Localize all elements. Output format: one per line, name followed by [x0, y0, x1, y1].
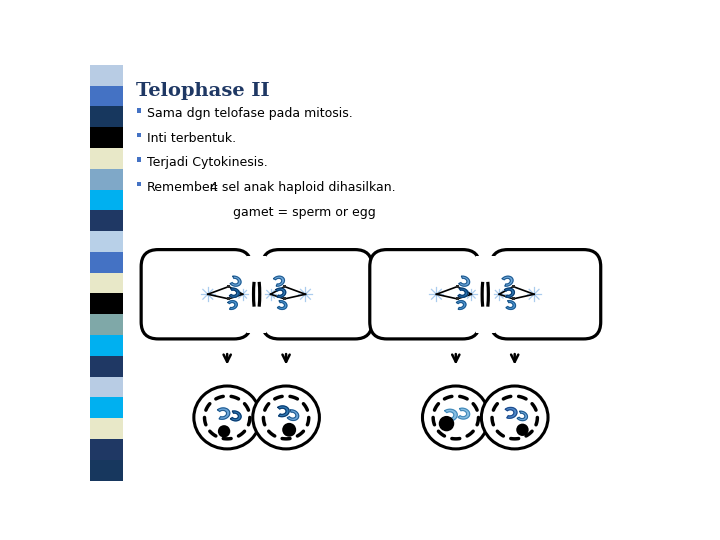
Polygon shape — [456, 301, 466, 309]
Polygon shape — [230, 411, 241, 421]
Bar — [90, 397, 122, 418]
Polygon shape — [445, 409, 457, 421]
Bar — [90, 85, 122, 106]
Text: Inti terbentuk.: Inti terbentuk. — [147, 132, 235, 145]
Bar — [90, 127, 122, 148]
Bar — [137, 132, 141, 137]
Bar — [90, 294, 122, 314]
Polygon shape — [277, 301, 287, 309]
Bar — [90, 314, 122, 335]
Bar — [90, 377, 122, 397]
Polygon shape — [287, 410, 299, 421]
Bar — [228, 298, 230, 300]
Bar — [90, 273, 122, 294]
Bar — [90, 65, 122, 85]
Bar — [90, 418, 122, 439]
FancyBboxPatch shape — [490, 249, 600, 339]
Bar — [228, 285, 230, 288]
Bar — [90, 148, 122, 169]
Bar — [90, 106, 122, 127]
Text: Telophase II: Telophase II — [137, 82, 270, 100]
Bar — [283, 298, 286, 300]
FancyBboxPatch shape — [370, 249, 480, 339]
Text: gamet = sperm or egg: gamet = sperm or egg — [233, 206, 376, 219]
Polygon shape — [230, 276, 241, 286]
Bar — [90, 190, 122, 211]
FancyBboxPatch shape — [141, 249, 251, 339]
Bar — [137, 157, 141, 162]
Circle shape — [282, 423, 296, 437]
Polygon shape — [228, 301, 238, 309]
Circle shape — [218, 425, 230, 437]
Bar — [90, 356, 122, 377]
Polygon shape — [458, 408, 469, 419]
Bar — [90, 460, 122, 481]
Circle shape — [516, 423, 528, 436]
Bar — [283, 285, 286, 288]
Polygon shape — [458, 288, 468, 298]
Ellipse shape — [253, 386, 320, 449]
Bar — [456, 285, 459, 288]
Circle shape — [438, 416, 454, 431]
Polygon shape — [459, 276, 469, 286]
Polygon shape — [505, 407, 517, 419]
Text: Terjadi Cytokinesis.: Terjadi Cytokinesis. — [147, 157, 267, 170]
Bar — [90, 439, 122, 460]
Polygon shape — [229, 288, 239, 298]
Bar — [512, 298, 515, 300]
Bar — [137, 182, 141, 186]
FancyBboxPatch shape — [262, 249, 372, 339]
Ellipse shape — [423, 386, 489, 449]
Polygon shape — [276, 288, 286, 298]
Bar — [90, 335, 122, 356]
Polygon shape — [506, 301, 516, 309]
Bar — [137, 108, 141, 112]
Ellipse shape — [194, 386, 261, 449]
Bar — [90, 231, 122, 252]
Polygon shape — [274, 276, 284, 286]
Text: 4 sel anak haploid dihasilkan.: 4 sel anak haploid dihasilkan. — [210, 181, 396, 194]
Bar — [476, 256, 495, 333]
Text: Sama dgn telofase pada mitosis.: Sama dgn telofase pada mitosis. — [147, 107, 352, 120]
Bar — [90, 252, 122, 273]
Bar — [90, 211, 122, 231]
Polygon shape — [217, 408, 230, 420]
Bar — [512, 285, 515, 288]
Text: Remember:: Remember: — [147, 181, 220, 194]
Bar — [248, 256, 266, 333]
Polygon shape — [517, 411, 528, 421]
Polygon shape — [278, 406, 289, 417]
Bar — [90, 168, 122, 190]
Polygon shape — [505, 288, 514, 298]
Ellipse shape — [482, 386, 548, 449]
Bar — [456, 298, 459, 300]
Polygon shape — [502, 276, 513, 286]
